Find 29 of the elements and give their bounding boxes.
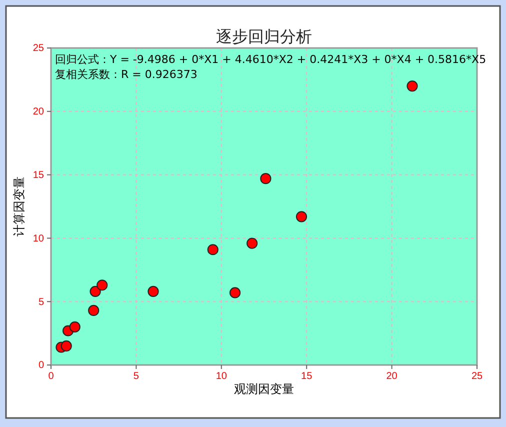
x-tick-label: 0 [48,371,54,382]
point [207,244,218,256]
chart-title: 逐步回归分析 [216,27,312,46]
x-tick-label: 20 [386,371,398,382]
point [406,80,418,92]
point [260,173,272,184]
annotation: 回归公式：Y = -9.4986 + 0*X1 + 4.4610*X2 + 0.4241*X3 + 0*X4 + 0.5816*X5 [55,53,486,66]
y-tick-label: 5 [38,296,44,308]
point [296,211,308,222]
point [229,287,241,298]
y-axis-title: 计算因变量 [12,176,26,236]
point [69,321,80,332]
x-tick-label: 5 [133,371,140,382]
point [96,280,108,291]
y-tick-label: 10 [32,233,44,244]
point [90,286,101,297]
y-tick-label: 0 [38,360,44,372]
x-axis-title: 观测因变量 [234,382,294,396]
x-tick-label: 25 [471,371,483,382]
point [246,238,258,249]
point [148,286,159,297]
point [88,304,100,316]
annotation: 复相关系数：R = 0.926373 [55,68,198,81]
x-tick-label: 15 [301,371,313,382]
y-tick-label: 25 [32,43,44,54]
y-tick-label: 15 [32,170,44,181]
point [60,340,72,352]
x-tick-label: 10 [216,371,228,382]
y-tick-label: 20 [32,106,44,118]
